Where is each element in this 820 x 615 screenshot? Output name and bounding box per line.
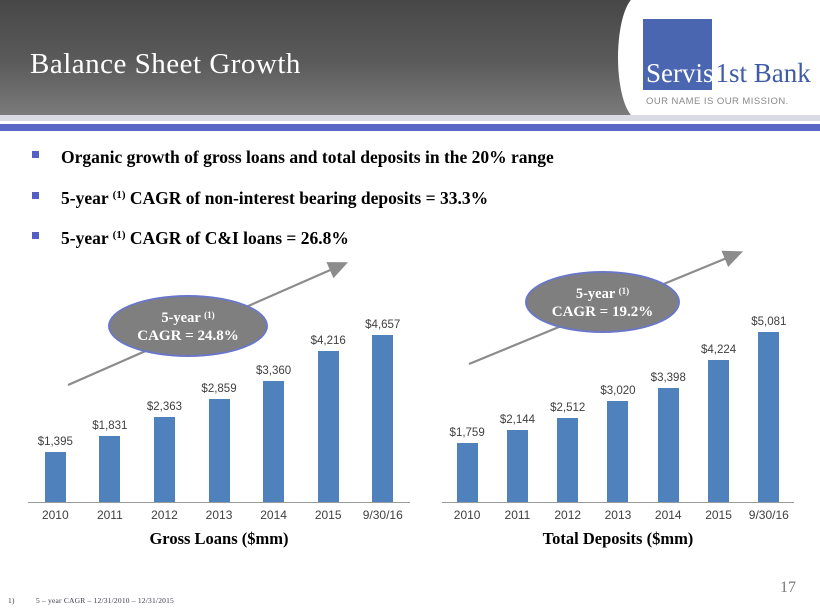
bar-group: $2,144: [492, 414, 542, 502]
bar: [153, 417, 175, 502]
bar-value-label: $5,081: [751, 316, 787, 328]
logo-wordmark: Servis1st Bank: [646, 58, 811, 89]
footnote-text: 5 – year CAGR – 12/31/2010 – 12/31/2015: [36, 596, 175, 605]
cagr-callout-oval: 5-year (1) CAGR = 24.8%: [108, 295, 268, 357]
bar: [317, 351, 339, 502]
divider-strip-gray: [0, 115, 820, 121]
divider-strip-blue: [0, 124, 820, 131]
bar-group: $1,831: [83, 420, 138, 502]
cagr-callout-line1: 5-year (1): [161, 310, 215, 326]
bullet-text: Organic growth of gross loans and total …: [61, 147, 554, 167]
bar-value-label: $4,657: [365, 319, 401, 331]
plot-area: $1,759 $2,144 $2,512 $3,020 $3,398 $4,224 $5,0…: [442, 316, 794, 503]
bar-value-label: $2,144: [499, 414, 536, 426]
footnote-marker: 1): [8, 596, 15, 605]
bar-group: $2,363: [137, 401, 192, 502]
plot-area: $1,395 $1,831 $2,363 $2,859 $3,360 $4,216 $4,6…: [28, 318, 410, 503]
cagr-callout-line1: 5-year (1): [575, 286, 630, 302]
bar-group: $1,759: [442, 427, 492, 502]
page-number: 17: [780, 579, 796, 596]
logo-square: [643, 19, 712, 90]
bar: [263, 381, 285, 502]
logo-text-servis: Servis: [646, 58, 714, 88]
x-axis-tick-label: 2011: [96, 508, 123, 522]
bar-value-label: $3,398: [650, 372, 686, 384]
x-axis-tick-label: 2014: [260, 508, 287, 522]
x-axis-tick-label: 2015: [314, 508, 342, 522]
bar: [657, 388, 679, 502]
bar-group: $2,512: [543, 402, 593, 502]
bar: [44, 452, 66, 502]
bar-value-label: $3,360: [256, 365, 292, 377]
bar-group: $4,657: [355, 319, 410, 502]
page-title: Balance Sheet Growth: [30, 48, 301, 80]
bullet-list: Organic growth of gross loans and total …: [30, 144, 790, 266]
x-axis-tick-label: 2010: [453, 508, 481, 522]
bar-group: $5,081: [744, 316, 794, 502]
bar-value-label: $3,020: [600, 385, 636, 397]
bar: [372, 335, 394, 502]
chart-title: Gross Loans ($mm): [149, 529, 289, 548]
bullet-item-organic-growth: Organic growth of gross loans and total …: [30, 144, 790, 168]
logo-text-1st-bank: 1st Bank: [715, 58, 811, 88]
bar: [557, 418, 579, 502]
bar-group: $4,224: [693, 344, 743, 502]
footnote: 1) 5 – year CAGR – 12/31/2010 – 12/31/20…: [8, 596, 174, 605]
bar-value-label: $4,216: [310, 335, 346, 347]
x-axis: 2010 2011 2012 2013 2014 2015 9/30/16: [28, 503, 410, 522]
cagr-callout-line2: CAGR = 19.2%: [551, 304, 654, 320]
x-axis-tick-label: 2013: [205, 508, 233, 522]
bar-value-label: $4,224: [700, 344, 737, 356]
bullet-item-deposits-cagr: 5-year (1) CAGR of non-interest bearing …: [30, 185, 790, 209]
x-axis-tick-label: 2012: [151, 508, 178, 522]
slide-header: Balance Sheet Growth Servis1st Bank OUR …: [0, 0, 820, 119]
x-axis-tick-label: 2013: [604, 508, 632, 522]
bar: [607, 401, 629, 502]
bullet-square-icon: [32, 232, 39, 239]
x-axis: 2010 2011 2012 2013 2014 2015 9/30/16: [442, 503, 794, 522]
bullet-text: 5-year (1) CAGR of C&I loans = 26.8%: [61, 228, 349, 248]
x-axis-tick-label: 9/30/16: [748, 508, 789, 522]
total-deposits-chart: 5-year (1) CAGR = 19.2% $1,759 $2,144 $2,5…: [442, 245, 794, 560]
chart-title: Total Deposits ($mm): [542, 529, 694, 548]
bar-value-label: $2,859: [201, 383, 237, 395]
x-axis-tick-label: 2011: [504, 508, 531, 522]
chart-content: $1,395 $1,831 $2,363 $2,859 $3,360 $4,216 $4,6…: [28, 318, 410, 549]
x-axis-tick-label: 9/30/16: [362, 508, 403, 522]
bar-value-label: $2,512: [550, 402, 586, 414]
x-axis-tick-label: 2015: [705, 508, 732, 522]
logo-tagline: OUR NAME IS OUR MISSION.: [646, 96, 789, 107]
bar: [456, 443, 478, 502]
chart-content: $1,759 $2,144 $2,512 $3,020 $3,398 $4,224 $5,0…: [442, 316, 794, 549]
bar-group: $2,859: [192, 383, 247, 502]
x-axis-tick-label: 2014: [654, 508, 682, 522]
bar: [208, 399, 230, 502]
cagr-callout-line2: CAGR = 24.8%: [137, 328, 239, 344]
bar: [708, 360, 730, 502]
bar-group: $3,020: [593, 385, 643, 502]
bar: [758, 332, 780, 502]
x-axis-tick-label: 2012: [554, 508, 582, 522]
bullet-item-ci-loans-cagr: 5-year (1) CAGR of C&I loans = 26.8%: [30, 225, 790, 249]
cagr-callout-oval: 5-year (1) CAGR = 19.2%: [525, 271, 680, 333]
bar-group: $3,360: [246, 365, 301, 502]
bar-value-label: $1,759: [449, 427, 485, 439]
bar: [506, 430, 528, 502]
x-axis-tick-label: 2010: [41, 508, 69, 522]
bar-value-label: $1,831: [92, 420, 128, 432]
bullet-text: 5-year (1) CAGR of non-interest bearing …: [61, 187, 489, 208]
logo-panel: Servis1st Bank OUR NAME IS OUR MISSION.: [618, 0, 820, 119]
bar-group: $1,395: [28, 436, 83, 502]
gross-loans-chart: 5-year (1) CAGR = 24.8% $1,395 $1,831 $2,3…: [28, 245, 410, 560]
bar-value-label: $1,395: [37, 436, 73, 448]
bar-group: $4,216: [301, 335, 356, 502]
bullet-square-icon: [32, 151, 39, 158]
growth-trend-arrow-icon: [67, 262, 349, 387]
bullet-square-icon: [32, 191, 39, 199]
bar: [99, 436, 121, 502]
bar-group: $3,398: [643, 372, 693, 502]
bar-value-label: $2,363: [146, 401, 183, 413]
